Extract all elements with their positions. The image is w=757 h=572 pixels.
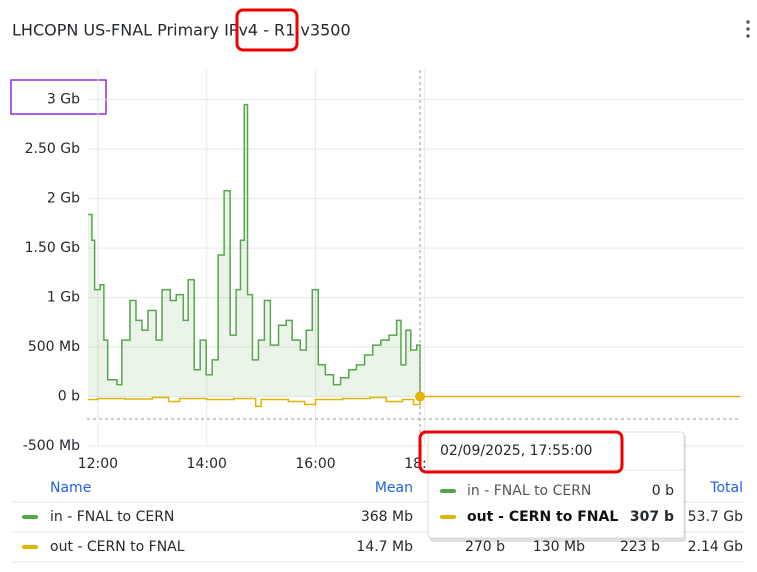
tooltip-value: 0 b [652,483,674,499]
tooltip-value: 307 b [630,509,674,525]
tooltip-name: out - CERN to FNAL [467,509,618,525]
legend-mean: 14.7 Mb [356,539,413,555]
series-line [88,395,740,408]
legend-header: Total [709,480,743,496]
legend-stat: 130 Mb [533,539,585,555]
legend-total: 53.7 Gb [688,509,743,525]
tooltip-swatch [440,515,456,519]
legend-total: 2.14 Gb [688,539,743,555]
legend-stat: 223 b [620,539,660,555]
x-tick-label: 12:00 [78,456,118,472]
y-tick-label: 2 Gb [47,191,80,207]
y-tick-label: 1.50 Gb [25,240,80,256]
y-tick-label: 0 b [58,389,80,405]
legend-mean: 368 Mb [361,509,413,525]
legend-name: out - CERN to FNAL [50,539,185,555]
y-tick-label: 500 Mb [28,339,80,355]
area [88,104,421,397]
highlight-box [10,79,107,115]
highlight-box [418,430,624,474]
y-tick-label: 1 Gb [47,290,80,306]
y-tick-label: -500 Mb [23,438,80,454]
panel-title: LHCOPN US-FNAL Primary IPv4 - R1 v3500 [12,21,351,40]
legend-swatch [22,545,38,549]
legend-name: in - FNAL to CERN [50,509,174,525]
legend-header: Name [50,480,91,496]
hover-point [415,391,426,402]
tooltip-name: in - FNAL to CERN [467,483,591,499]
y-tick-label: 2.50 Gb [25,141,80,157]
x-tick-label: 16:00 [295,456,335,472]
x-tick-label: 14:00 [187,456,227,472]
highlight-box [235,8,299,52]
tooltip-swatch [440,489,456,493]
legend-swatch [22,515,38,519]
series-line [88,103,421,397]
legend-header: Mean [375,480,413,496]
plot: -500 Mb 0 b 500 Mb 1 Gb 1.50 Gb 2 Gb 2.50 Gb 3 … [23,70,745,472]
tooltip-time: 02/09/2025, 17:55:00 [440,443,592,459]
legend-stat: 270 b [465,539,505,555]
menu-icon[interactable] [746,20,750,38]
tooltip: 02/09/2025, 17:55:00 in - FNAL to CERN 0 b… [418,430,686,542]
y-tick-label: 3 Gb [47,92,80,108]
legend: Name Mean Total in - FNAL to CERN 368 Mb 53.7… [12,480,745,563]
